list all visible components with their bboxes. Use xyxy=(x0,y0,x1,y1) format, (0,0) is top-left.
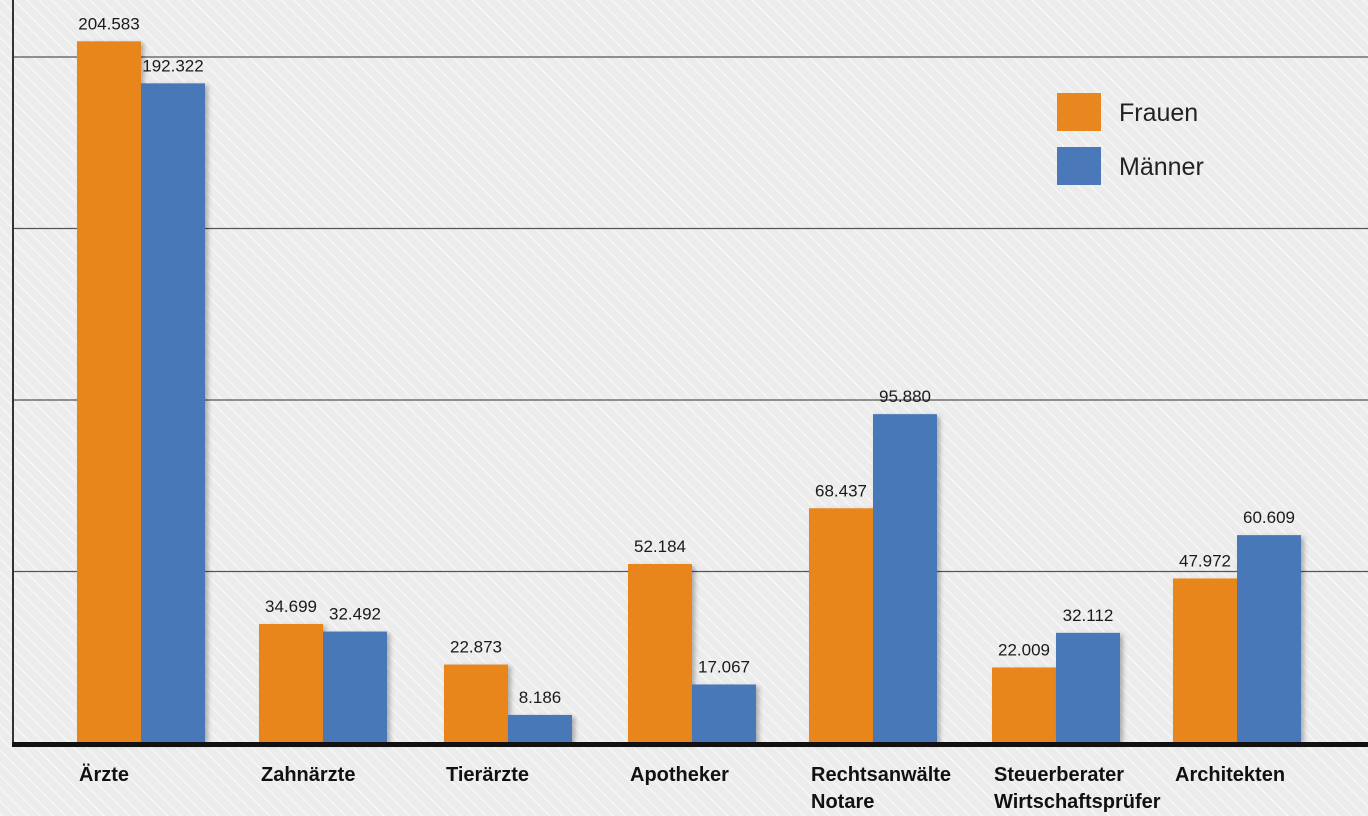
category-labels: Ärzte Zahnärzte Tierärzte Apotheker Rechtsan… xyxy=(79,763,1285,813)
bar-frauen-5 xyxy=(809,508,873,743)
value-label-männer-5: 95.880 xyxy=(879,387,931,406)
bar-frauen-3 xyxy=(444,664,508,743)
bar-männer-2 xyxy=(323,631,387,743)
category-label-3: Tierärzte xyxy=(446,764,529,786)
category-label-6: Steuerberater Wirtschaftsprüfer xyxy=(994,764,1161,813)
bars xyxy=(12,41,1368,747)
value-label-frauen-4: 52.184 xyxy=(634,537,686,556)
category-label-5: Rechtsanwälte Notare xyxy=(811,764,951,813)
value-label-frauen-5: 68.437 xyxy=(815,481,867,500)
legend-label-frauen: Frauen xyxy=(1119,99,1198,127)
category-label-4: Apotheker xyxy=(630,764,729,786)
value-label-männer-6: 32.112 xyxy=(1063,606,1114,625)
legend-swatch-männer xyxy=(1057,147,1101,185)
value-label-frauen-1: 204.583 xyxy=(78,14,139,33)
category-label-7: Architekten xyxy=(1175,764,1285,786)
value-label-frauen-2: 34.699 xyxy=(265,597,317,616)
gridlines xyxy=(12,0,1368,743)
value-label-männer-7: 60.609 xyxy=(1243,508,1295,527)
category-label-1: Ärzte xyxy=(79,763,129,786)
bar-männer-7 xyxy=(1237,535,1301,743)
value-labels: 204.583 192.322 34.699 32.492 22.873 8.186 52.… xyxy=(78,14,1295,707)
bar-männer-1 xyxy=(141,83,205,743)
value-label-männer-1: 192.322 xyxy=(142,56,203,75)
legend-label-männer: Männer xyxy=(1119,153,1204,181)
value-label-männer-3: 8.186 xyxy=(519,688,562,707)
value-label-männer-4: 17.067 xyxy=(698,657,750,676)
legend: Frauen Männer xyxy=(1057,93,1204,185)
category-label-2: Zahnärzte xyxy=(261,764,355,786)
bar-frauen-7 xyxy=(1173,578,1237,743)
bar-frauen-4 xyxy=(628,564,692,743)
bar-männer-4 xyxy=(692,684,756,743)
value-label-frauen-7: 47.972 xyxy=(1179,551,1231,570)
bar-männer-3 xyxy=(508,714,572,743)
value-label-männer-2: 32.492 xyxy=(329,605,381,624)
bar-männer-6 xyxy=(1056,632,1120,743)
bar-frauen-2 xyxy=(259,623,323,743)
bar-frauen-1 xyxy=(77,41,141,743)
value-label-frauen-3: 22.873 xyxy=(450,638,502,657)
bar-männer-5 xyxy=(873,414,937,743)
x-axis-line xyxy=(12,742,1368,747)
legend-swatch-frauen xyxy=(1057,93,1101,131)
value-label-frauen-6: 22.009 xyxy=(998,641,1050,660)
bar-frauen-6 xyxy=(992,667,1056,743)
